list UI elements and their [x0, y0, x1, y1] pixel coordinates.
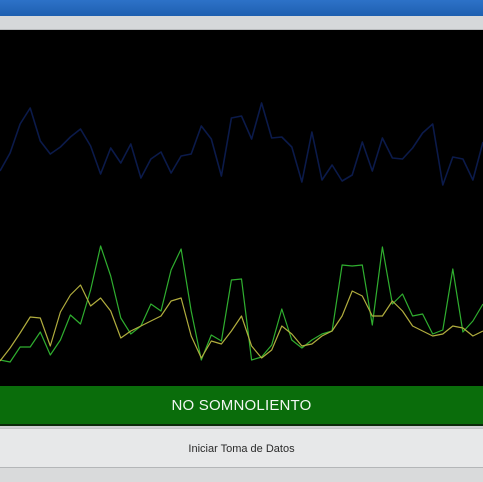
drowsiness-status-label: NO SOMNOLIENTO: [171, 396, 312, 414]
signal-plot-svg: [0, 30, 483, 386]
start-data-capture-button[interactable]: Iniciar Toma de Datos: [0, 429, 483, 469]
signal-plot: [0, 30, 483, 386]
drowsiness-status-banner: NO SOMNOLIENTO: [0, 386, 483, 426]
window-titlebar: [0, 0, 483, 16]
signal-series-line-3: [0, 284, 483, 362]
toolbar-strip: [0, 16, 483, 30]
signal-series-line-2: [0, 245, 483, 363]
signal-series-line-1: [0, 102, 483, 186]
plot-background: [0, 30, 483, 386]
bottom-strip: [0, 468, 483, 482]
button-row: Iniciar Toma de Datos: [0, 428, 483, 468]
